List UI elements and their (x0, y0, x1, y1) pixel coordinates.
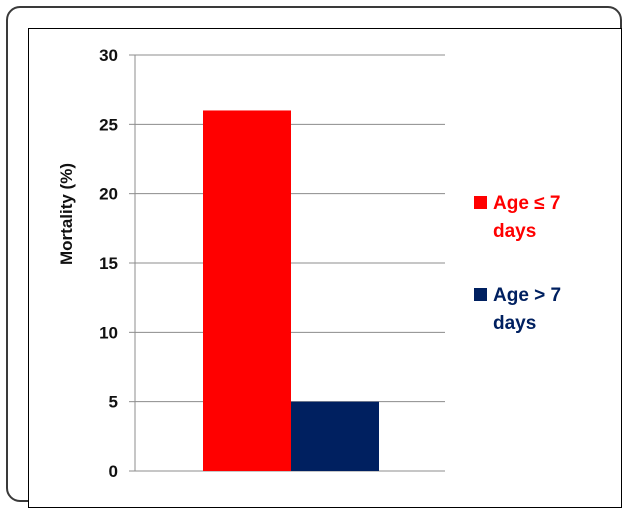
y-tick-label: 5 (109, 393, 118, 412)
legend-swatch (474, 196, 487, 209)
legend-label: days (493, 313, 536, 334)
bars (203, 110, 379, 471)
legend-swatch (474, 288, 487, 301)
y-axis-label: Mortality (%) (57, 163, 76, 265)
bar-age-le-7-days (203, 110, 291, 471)
bar-age-gt-7-days (291, 401, 379, 471)
legend: Age ≤ 7 days Age > 7 days (474, 193, 561, 334)
y-tick-label: 25 (99, 115, 118, 134)
y-tick-label: 0 (109, 462, 118, 481)
y-tick-label: 15 (99, 254, 118, 273)
y-axis-ticks: 0 5 10 15 20 25 30 (99, 46, 135, 481)
y-tick-label: 30 (99, 46, 118, 65)
y-tick-label: 20 (99, 185, 118, 204)
y-tick-label: 10 (99, 323, 118, 342)
legend-label: Age > 7 (493, 285, 561, 306)
legend-label: Age ≤ 7 (493, 193, 560, 214)
legend-label: days (493, 221, 536, 242)
